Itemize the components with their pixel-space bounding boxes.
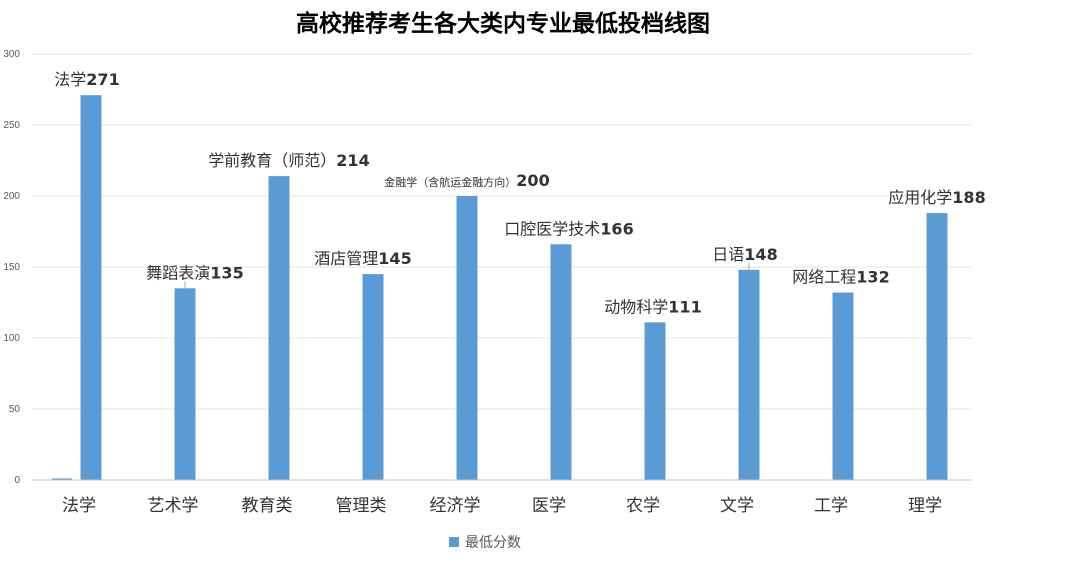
data-label: 法学271 bbox=[54, 70, 119, 89]
y-tick-label: 100 bbox=[3, 333, 20, 344]
y-tick-label: 200 bbox=[3, 191, 20, 202]
data-label-value: 214 bbox=[336, 151, 369, 170]
bar bbox=[738, 269, 760, 480]
bar bbox=[80, 95, 102, 481]
data-label: 应用化学188 bbox=[888, 188, 985, 207]
x-tick-label: 农学 bbox=[626, 496, 660, 516]
data-label-value: 271 bbox=[86, 70, 119, 89]
legend-label: 最低分数 bbox=[465, 535, 521, 551]
x-tick-label: 经济学 bbox=[430, 496, 481, 516]
data-label: 学前教育（师范）214 bbox=[208, 151, 369, 170]
x-tick-label: 医学 bbox=[532, 496, 566, 516]
bar bbox=[362, 274, 384, 480]
data-label-name: 应用化学 bbox=[888, 188, 952, 207]
data-label-name: 网络工程 bbox=[792, 268, 856, 287]
chart-title: 高校推荐考生各大类内专业最低投档线图 bbox=[296, 10, 710, 37]
data-label: 口腔医学技术166 bbox=[504, 219, 633, 238]
y-tick-label: 300 bbox=[3, 49, 20, 60]
data-label: 金融学（含航运金融方向）200 bbox=[384, 171, 549, 190]
y-axis-ticks: 0 50 100 150 200 250 300 bbox=[3, 49, 20, 486]
x-tick-label: 艺术学 bbox=[148, 496, 199, 516]
data-labels: 法学271 舞蹈表演135 学前教育（师范）214 酒店管理145 金融学（含航运金融方… bbox=[54, 70, 985, 316]
bar bbox=[174, 288, 196, 480]
x-tick-label: 工学 bbox=[814, 496, 848, 516]
data-label-value: 135 bbox=[210, 263, 243, 282]
x-tick-label: 文学 bbox=[720, 496, 754, 516]
bar bbox=[456, 196, 478, 480]
data-label: 网络工程132 bbox=[792, 268, 889, 287]
data-label-name: 金融学（含航运金融方向） bbox=[384, 175, 516, 189]
y-tick-label: 150 bbox=[3, 262, 20, 273]
x-tick-label: 教育类 bbox=[242, 496, 293, 516]
x-tick-label: 法学 bbox=[62, 496, 96, 516]
data-label-name: 日语 bbox=[712, 245, 744, 264]
data-label-value: 188 bbox=[952, 188, 985, 207]
legend-swatch bbox=[449, 537, 459, 547]
data-label-value: 200 bbox=[516, 171, 549, 190]
data-label-name: 动物科学 bbox=[604, 297, 668, 316]
data-label: 动物科学111 bbox=[604, 297, 701, 316]
data-label-value: 166 bbox=[600, 219, 633, 238]
data-label-value: 148 bbox=[744, 245, 777, 264]
data-label-name: 酒店管理 bbox=[314, 249, 378, 268]
gridlines bbox=[32, 53, 972, 410]
data-label-name: 法学 bbox=[54, 70, 86, 89]
x-tick-label: 理学 bbox=[908, 496, 942, 516]
bar-placeholder bbox=[52, 478, 72, 480]
bar bbox=[550, 244, 572, 480]
y-tick-label: 50 bbox=[9, 404, 21, 415]
data-label: 舞蹈表演135 bbox=[146, 263, 243, 282]
data-label: 酒店管理145 bbox=[314, 249, 411, 268]
data-label-name: 口腔医学技术 bbox=[504, 219, 600, 238]
y-tick-label: 250 bbox=[3, 120, 20, 131]
data-label: 日语148 bbox=[712, 245, 777, 264]
x-tick-label: 管理类 bbox=[336, 496, 387, 516]
bars bbox=[52, 95, 948, 481]
data-label-value: 111 bbox=[668, 297, 701, 316]
legend: 最低分数 bbox=[449, 535, 521, 551]
bar bbox=[926, 213, 948, 481]
data-label-name: 舞蹈表演 bbox=[146, 263, 210, 282]
data-label-value: 132 bbox=[856, 268, 889, 287]
bar bbox=[644, 322, 666, 480]
y-tick-label: 0 bbox=[14, 475, 20, 486]
data-label-value: 145 bbox=[378, 249, 411, 268]
bar bbox=[268, 176, 290, 480]
x-axis-ticks: 法学 艺术学 教育类 管理类 经济学 医学 农学 文学 工学 理学 bbox=[62, 496, 942, 516]
data-label-name: 学前教育（师范） bbox=[208, 151, 336, 170]
bar bbox=[832, 292, 854, 480]
